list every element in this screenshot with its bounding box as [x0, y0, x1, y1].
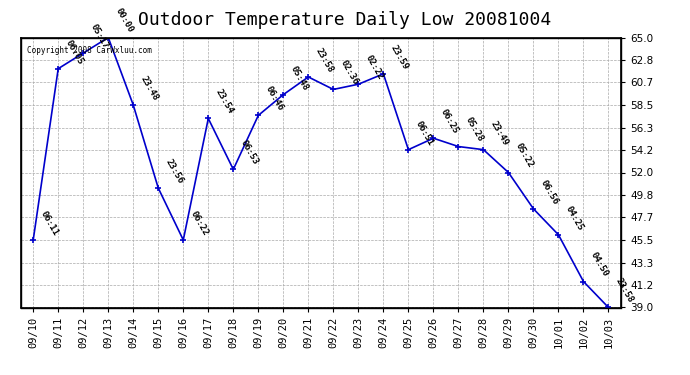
Text: 05:28: 05:28	[464, 116, 485, 144]
Text: 02:22: 02:22	[364, 54, 385, 81]
Text: 06:51: 06:51	[414, 119, 435, 147]
Text: Copyright 2008 CarWxluu.com: Copyright 2008 CarWxluu.com	[27, 46, 152, 55]
Text: 23:58: 23:58	[314, 46, 335, 74]
Text: 23:49: 23:49	[489, 119, 510, 147]
Text: 23:48: 23:48	[139, 75, 160, 102]
Text: 06:05: 06:05	[63, 38, 85, 66]
Text: 23:58: 23:58	[614, 277, 635, 305]
Text: 06:22: 06:22	[189, 210, 210, 237]
Text: 23:54: 23:54	[214, 88, 235, 116]
Text: 00:00: 00:00	[114, 7, 135, 35]
Text: Outdoor Temperature Daily Low 20081004: Outdoor Temperature Daily Low 20081004	[139, 11, 551, 29]
Text: 06:53: 06:53	[239, 139, 260, 166]
Text: 23:56: 23:56	[164, 158, 185, 185]
Text: 06:56: 06:56	[539, 178, 560, 206]
Text: 06:11: 06:11	[39, 210, 60, 237]
Text: 05:22: 05:22	[514, 142, 535, 170]
Text: 05:48: 05:48	[289, 64, 310, 92]
Text: 06:46: 06:46	[264, 85, 285, 112]
Text: 05:17: 05:17	[89, 22, 110, 50]
Text: 02:36: 02:36	[339, 59, 360, 87]
Text: 06:25: 06:25	[439, 108, 460, 135]
Text: 04:25: 04:25	[564, 204, 585, 232]
Text: 04:50: 04:50	[589, 251, 610, 279]
Text: 23:59: 23:59	[389, 43, 410, 71]
